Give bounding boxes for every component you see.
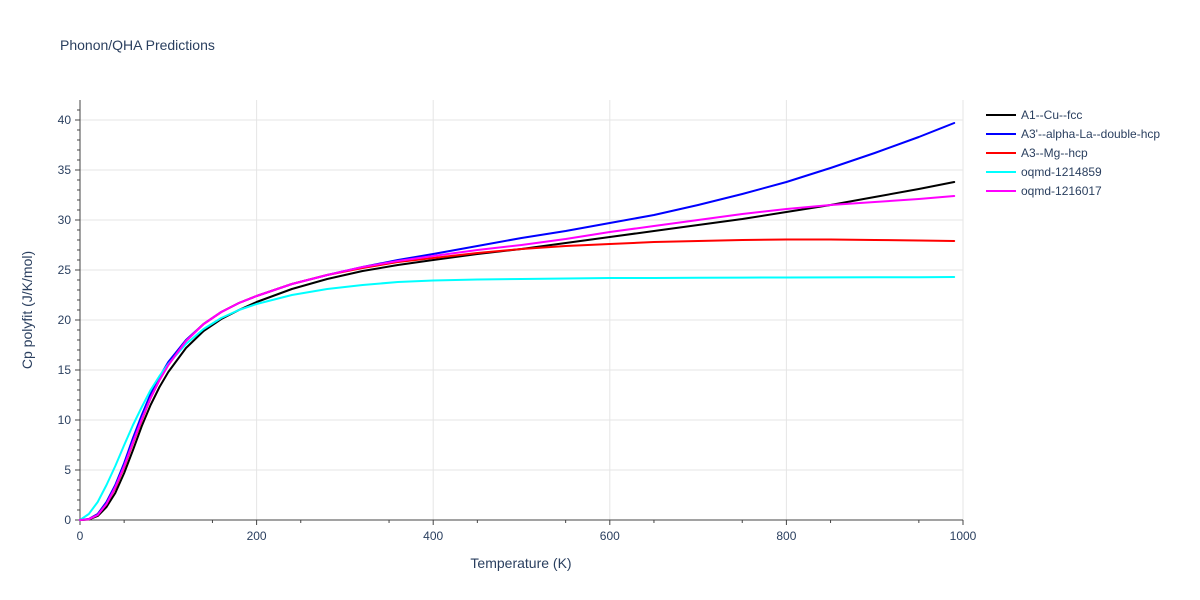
chart-title: Phonon/QHA Predictions [60,37,215,53]
series-line-4 [79,195,956,521]
y-tick-label: 25 [58,263,72,277]
y-tick-label: 0 [64,513,71,527]
legend: A1--Cu--fcc A3'--alpha-La--double-hcp A3--… [986,108,1160,198]
legend-label-2[interactable]: A3--Mg--hcp [1021,146,1088,160]
grid-lines [80,100,964,520]
y-tick-label: 35 [58,163,72,177]
series-lines [79,122,956,521]
y-axis-title: Cp polyfit (J/K/mol) [19,251,35,369]
x-tick-label: 600 [600,529,620,543]
y-tick-label: 15 [58,363,72,377]
series-line-0 [79,181,956,521]
x-tick-label: 1000 [950,529,977,543]
y-tick-label: 10 [58,413,72,427]
y-tick-label: 20 [58,313,72,327]
legend-label-3[interactable]: oqmd-1214859 [1021,165,1102,179]
legend-label-0[interactable]: A1--Cu--fcc [1021,108,1082,122]
y-tick-label: 5 [64,463,71,477]
series-line-3 [79,276,956,521]
x-tick-label: 0 [77,529,84,543]
axes: 0 200 400 600 800 1000 0 5 10 15 20 25 30 35 40 [58,100,977,543]
x-tick-label: 400 [423,529,443,543]
x-axis-title: Temperature (K) [470,555,571,571]
legend-label-4[interactable]: oqmd-1216017 [1021,184,1102,198]
y-tick-label: 30 [58,213,72,227]
x-tick-label: 800 [776,529,796,543]
x-tick-label: 200 [247,529,267,543]
y-tick-label: 40 [58,113,72,127]
legend-label-1[interactable]: A3'--alpha-La--double-hcp [1021,127,1160,141]
